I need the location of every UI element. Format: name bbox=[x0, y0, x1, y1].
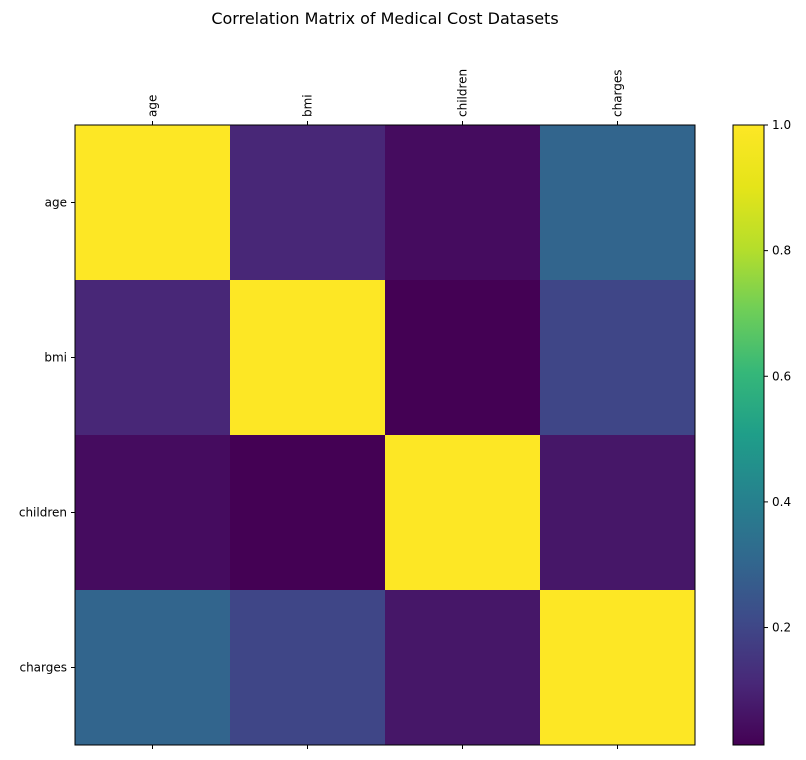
colorbar-tick-label: 0.8 bbox=[772, 244, 791, 258]
colorbar bbox=[732, 124, 765, 746]
axes-frame bbox=[74, 124, 696, 746]
y-tick-label-children: children bbox=[19, 506, 67, 520]
heatmap-cell-age-children bbox=[385, 125, 541, 281]
heatmap-cell-children-children bbox=[385, 435, 541, 591]
colorbar-tick-label: 0.4 bbox=[772, 495, 791, 509]
heatmap-cell-bmi-age bbox=[75, 280, 231, 436]
x-tick-label-children: children bbox=[456, 69, 470, 117]
heatmap-cell-children-bmi bbox=[230, 435, 386, 591]
heatmap-cell-charges-charges bbox=[540, 590, 696, 746]
heatmap-cell-bmi-bmi bbox=[230, 280, 386, 436]
heatmap-cell-age-charges bbox=[540, 125, 696, 281]
colorbar-ticks: 0.2 0.4 0.6 0.8 1.0 bbox=[764, 118, 791, 635]
heatmap-cells bbox=[75, 125, 696, 746]
y-tick-label-age: age bbox=[45, 196, 67, 210]
x-tick-label-age: age bbox=[146, 95, 160, 117]
y-axis-ticks: age bmi children charges bbox=[19, 196, 75, 675]
colorbar-tick-label: 1.0 bbox=[772, 118, 791, 132]
y-tick-label-bmi: bmi bbox=[44, 351, 67, 365]
y-tick-label-charges: charges bbox=[19, 661, 67, 675]
x-tick-label-charges: charges bbox=[611, 69, 625, 117]
heatmap-cell-age-bmi bbox=[230, 125, 386, 281]
colorbar-tick-label: 0.6 bbox=[772, 369, 791, 383]
heatmap-cell-age-age bbox=[75, 125, 231, 281]
heatmap-cell-charges-bmi bbox=[230, 590, 386, 746]
heatmap-cell-children-charges bbox=[540, 435, 696, 591]
heatmap-cell-charges-children bbox=[385, 590, 541, 746]
heatmap-cell-children-age bbox=[75, 435, 231, 591]
colorbar-tick-label: 0.2 bbox=[772, 621, 791, 635]
chart-title: Correlation Matrix of Medical Cost Datas… bbox=[211, 9, 558, 28]
heatmap-cell-bmi-charges bbox=[540, 280, 696, 436]
x-axis-ticks: age bmi children charges bbox=[146, 69, 625, 749]
heatmap-cell-charges-age bbox=[75, 590, 231, 746]
x-tick-label-bmi: bmi bbox=[301, 94, 315, 117]
heatmap-cell-bmi-children bbox=[385, 280, 541, 436]
